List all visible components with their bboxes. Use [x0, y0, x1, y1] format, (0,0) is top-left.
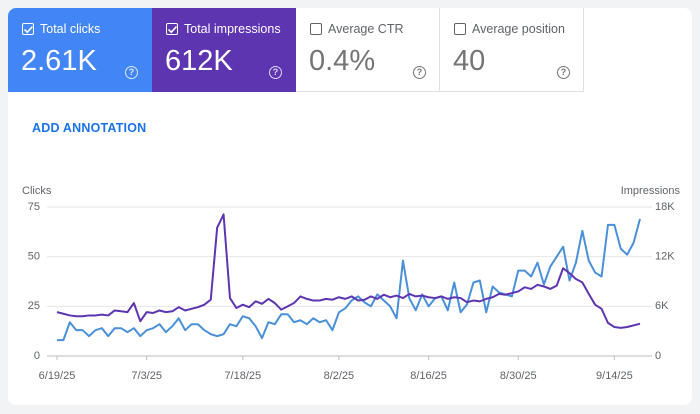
metric-tile[interactable]: Total impressions 612K? — [152, 8, 296, 92]
help-icon[interactable]: ? — [269, 66, 282, 79]
metric-checkbox[interactable] — [22, 23, 34, 35]
y-axis-title: Clicks — [22, 185, 52, 197]
metric-tile[interactable]: Average CTR 0.4%? — [296, 8, 440, 92]
x-tick-label: 6/19/25 — [39, 370, 76, 382]
x-tick-label: 8/30/25 — [500, 370, 537, 382]
series-line — [56, 213, 641, 329]
y2-tick-label: 12K — [655, 251, 675, 263]
metric-checkbox[interactable] — [166, 23, 178, 35]
x-tick-label: 7/18/25 — [224, 370, 261, 382]
metric-value: 612K — [165, 45, 233, 77]
metric-checkbox[interactable] — [454, 23, 466, 35]
metric-value: 40 — [453, 45, 486, 77]
x-tick-label: 8/16/25 — [410, 370, 447, 382]
metric-label: Total impressions — [184, 22, 281, 36]
metric-value: 0.4% — [309, 45, 376, 77]
help-icon[interactable]: ? — [413, 66, 426, 79]
x-tick-label: 7/3/25 — [131, 370, 162, 382]
metric-label: Average CTR — [328, 22, 404, 36]
y-tick-label: 0 — [34, 350, 40, 362]
metric-checkbox[interactable] — [310, 23, 322, 35]
y2-axis-title: Impressions — [621, 185, 681, 197]
y2-tick-label: 18K — [655, 201, 675, 213]
y2-tick-label: 6K — [655, 300, 669, 312]
x-tick-label: 9/14/25 — [596, 370, 633, 382]
metric-label: Total clicks — [40, 22, 101, 36]
y-tick-label: 50 — [28, 251, 40, 263]
y-tick-label: 25 — [28, 300, 40, 312]
metric-value: 2.61K — [21, 45, 97, 77]
y-tick-label: 75 — [28, 201, 40, 213]
series-line — [57, 218, 641, 342]
help-icon[interactable]: ? — [125, 66, 138, 79]
metric-label: Average position — [472, 22, 565, 36]
check-mark — [23, 25, 34, 34]
help-icon[interactable]: ? — [557, 66, 570, 79]
check-mark — [167, 25, 178, 34]
x-tick-label: 8/2/25 — [324, 370, 355, 382]
metric-tile[interactable]: Total clicks 2.61K? — [8, 8, 152, 92]
add-annotation-button[interactable]: ADD ANNOTATION — [32, 121, 147, 135]
metric-tile[interactable]: Average position 40? — [440, 8, 584, 92]
y2-tick-label: 0 — [655, 350, 661, 362]
